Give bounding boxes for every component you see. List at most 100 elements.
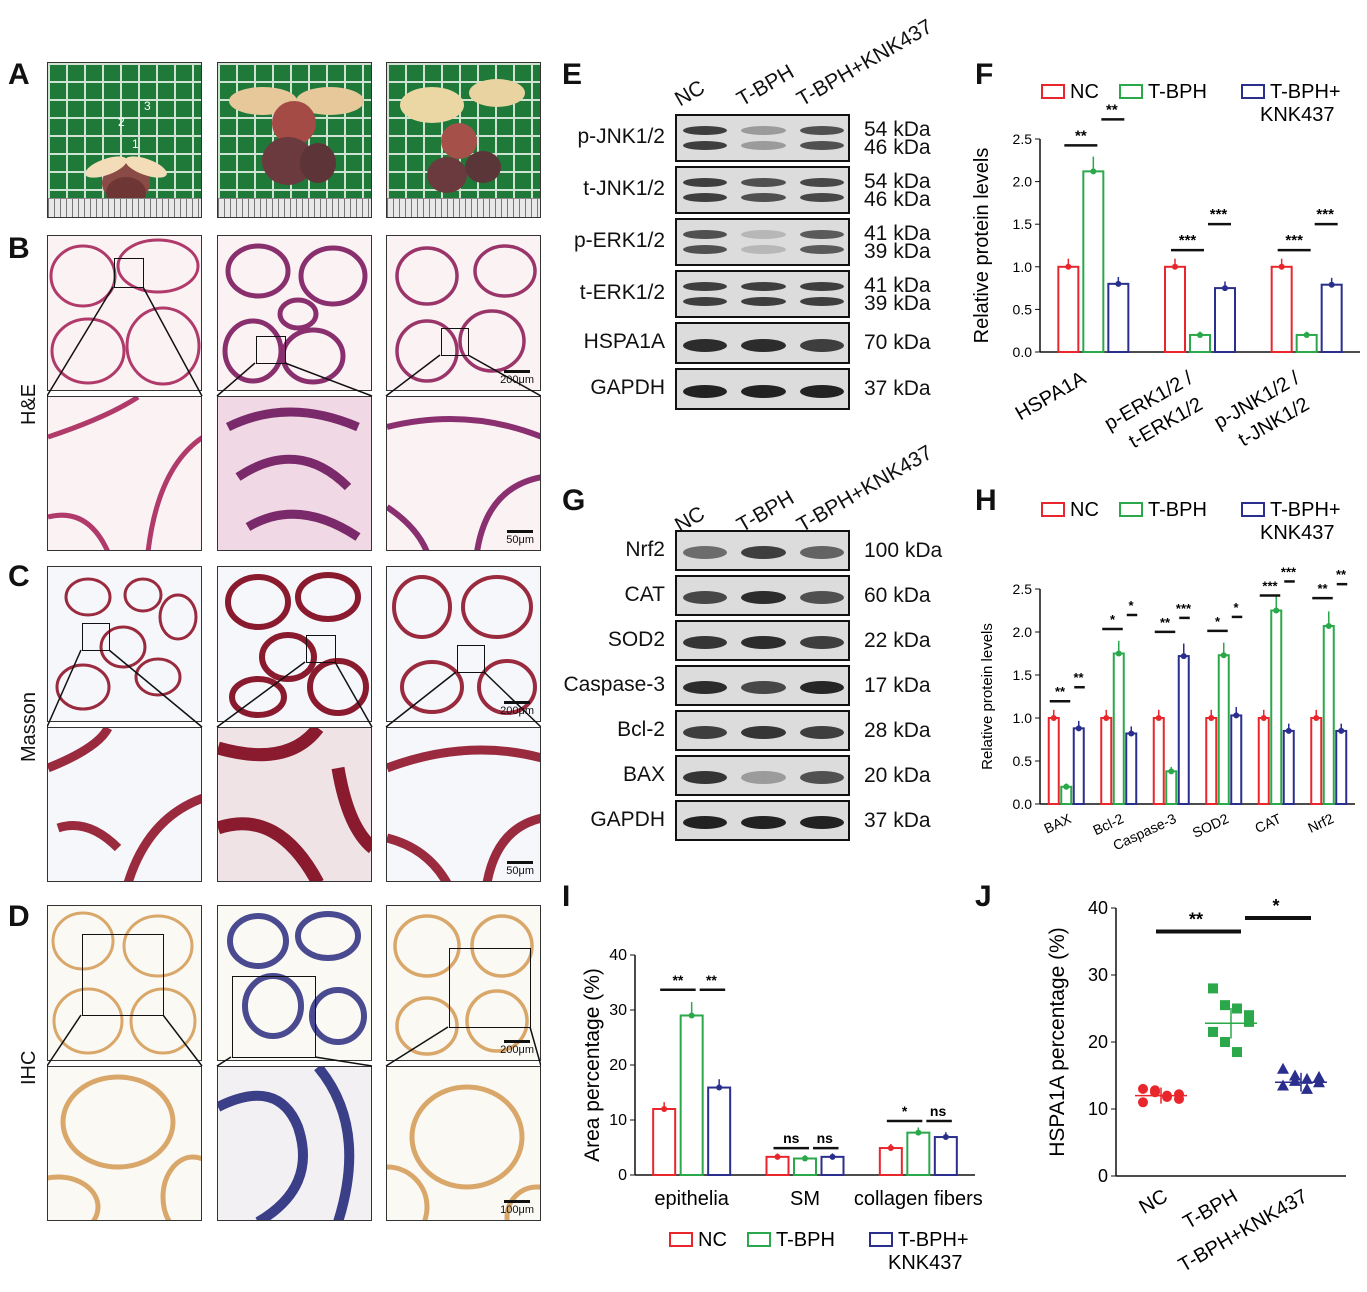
- blot-strip: [675, 575, 850, 616]
- significance-label: ***: [1262, 578, 1278, 593]
- legend-label: NC: [698, 1229, 727, 1251]
- data-point: [1313, 1070, 1325, 1082]
- data-point: [1232, 1047, 1242, 1058]
- panel-label-g: G: [562, 484, 586, 517]
- ihc-zoom-tbph: [217, 1066, 372, 1221]
- molecular-weight-label: 46 kDa: [864, 188, 931, 211]
- molecular-weight-label: 22 kDa: [864, 628, 931, 652]
- data-point: [1208, 715, 1215, 721]
- x-tick-label: HSPA1A: [1012, 367, 1091, 425]
- protein-band: [799, 771, 844, 784]
- significance-label: ***: [1176, 601, 1192, 616]
- protein-band: [799, 177, 844, 187]
- bar: [1282, 729, 1295, 805]
- data-point: [661, 1106, 668, 1112]
- masson-overview-knk: 200μm: [386, 566, 541, 722]
- y-tick-label: 0: [1098, 1166, 1108, 1186]
- legend-swatch: [869, 1232, 893, 1247]
- protein-band: [683, 546, 728, 559]
- y-tick-label: 0.0: [1013, 344, 1033, 360]
- protein-band: [799, 297, 844, 307]
- data-point: [1301, 1082, 1313, 1094]
- legend-swatch: [747, 1232, 771, 1247]
- he-overview-knk: 200μm: [386, 235, 541, 391]
- y-axis-label: Relative protein levels: [971, 148, 993, 344]
- protein-band: [683, 384, 728, 398]
- protein-band: [741, 193, 786, 203]
- protein-band: [741, 591, 786, 604]
- masson-zoom-knk: 50μm: [386, 727, 541, 882]
- blot-strip: [675, 166, 850, 214]
- protein-band: [741, 177, 786, 187]
- data-point: [1168, 768, 1175, 775]
- scale-bar-label: 200μm: [500, 705, 534, 717]
- data-point: [1244, 1016, 1254, 1027]
- significance-label: **: [1075, 127, 1087, 144]
- protein-band: [799, 229, 844, 239]
- bar: [1270, 265, 1293, 353]
- legend-swatch: [669, 1232, 693, 1247]
- y-tick-label: 2.0: [1013, 174, 1033, 190]
- protein-label: Nrf2: [625, 537, 665, 561]
- protein-band: [799, 193, 844, 203]
- chart-f: NC T-BPH T-BPH+KNK437 0.0 0.5 1.0 1.5 2.0 2.5 Rel…: [971, 81, 1360, 453]
- panel-label-e: E: [562, 58, 583, 91]
- data-point: [1338, 727, 1345, 734]
- protein-band: [741, 726, 786, 739]
- bar: [1072, 727, 1085, 806]
- significance-label: **: [672, 972, 683, 988]
- legend-label: NC: [1070, 499, 1099, 521]
- significance-label: *: [1233, 600, 1239, 615]
- data-point: [915, 1129, 922, 1136]
- molecular-weight-label: 39 kDa: [864, 292, 931, 315]
- protein-label: BAX: [622, 762, 665, 786]
- protein-band: [799, 546, 844, 559]
- legend-swatch: [1041, 84, 1065, 99]
- legend-label: T-BPH: [1148, 81, 1207, 103]
- significance-label: *: [1110, 612, 1116, 627]
- zoom-box: [306, 635, 336, 663]
- protein-band: [683, 816, 728, 829]
- y-tick-label: 40: [609, 947, 627, 964]
- protein-band: [799, 816, 844, 829]
- significance-label: ***: [1316, 206, 1334, 223]
- masson-overview-tbph: [217, 566, 372, 722]
- x-tick-label: BAX: [1041, 810, 1074, 837]
- bar: [878, 1147, 903, 1176]
- bar: [1205, 717, 1218, 805]
- significance-label: ***: [1210, 206, 1228, 223]
- data-point: [1172, 263, 1178, 270]
- molecular-weight-label: 37 kDa: [864, 808, 931, 832]
- ihc-overview-knk: 200μm: [386, 905, 541, 1061]
- protein-band: [683, 297, 728, 307]
- zoom-box: [457, 645, 485, 673]
- scale-bar: 200μm: [500, 1040, 534, 1056]
- scale-bar: 50μm: [506, 861, 534, 877]
- protein-label: Bcl-2: [617, 717, 665, 741]
- data-point: [1222, 285, 1228, 292]
- data-point: [1063, 783, 1070, 790]
- protein-band: [741, 636, 786, 649]
- masson-zoom-tbph: [217, 727, 372, 882]
- protein-label: Caspase-3: [563, 672, 665, 696]
- lane-label: NC: [671, 76, 709, 112]
- data-point: [1138, 1083, 1148, 1094]
- zoom-box: [441, 328, 469, 356]
- data-point: [1244, 1010, 1254, 1021]
- legend-label: T-BPH: [1148, 499, 1207, 521]
- protein-band: [741, 771, 786, 784]
- lane-label: T-BPH+KNK437: [793, 15, 937, 112]
- protein-band: [799, 245, 844, 255]
- he-zoom-nc: [47, 396, 202, 551]
- molecular-weight-label: 100 kDa: [864, 538, 943, 562]
- blot-strip: [675, 620, 850, 661]
- zoom-box: [449, 948, 531, 1028]
- significance-label: *: [902, 1103, 908, 1119]
- prostate-photo-knk: [386, 62, 541, 218]
- blot-strip: [675, 218, 850, 266]
- protein-band: [741, 229, 786, 239]
- protein-band: [683, 245, 728, 255]
- data-point: [1155, 715, 1162, 721]
- y-tick-label: 30: [1088, 965, 1108, 985]
